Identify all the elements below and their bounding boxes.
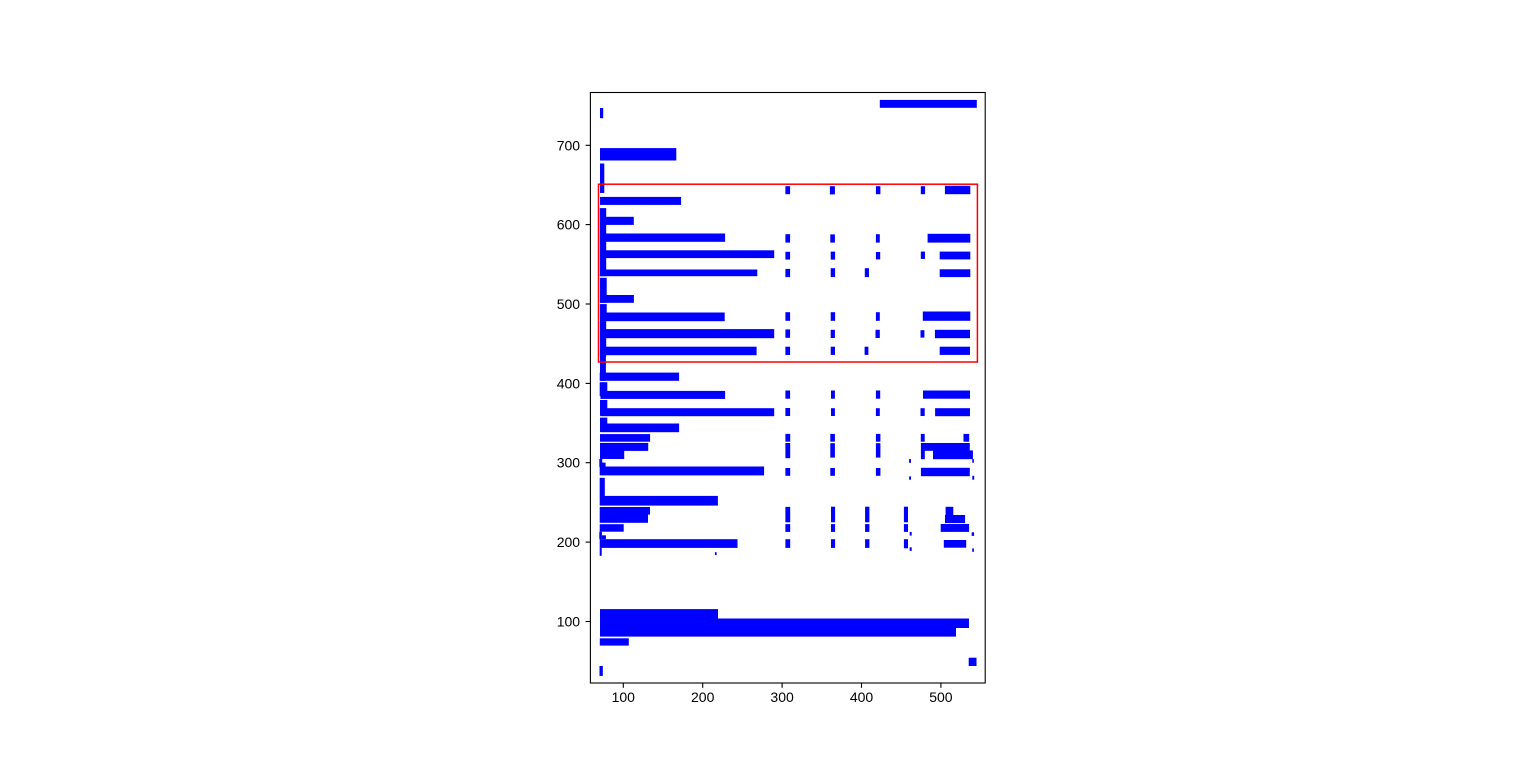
svg-text:500: 500 <box>929 689 953 705</box>
svg-text:100: 100 <box>612 689 636 705</box>
svg-text:400: 400 <box>557 375 581 391</box>
svg-text:400: 400 <box>850 689 874 705</box>
svg-text:200: 200 <box>691 689 715 705</box>
svg-text:100: 100 <box>557 614 581 630</box>
svg-text:300: 300 <box>557 455 581 471</box>
svg-text:600: 600 <box>557 217 581 233</box>
svg-text:500: 500 <box>557 296 581 312</box>
svg-text:700: 700 <box>557 137 581 153</box>
svg-text:200: 200 <box>557 534 581 550</box>
svg-text:300: 300 <box>770 689 794 705</box>
